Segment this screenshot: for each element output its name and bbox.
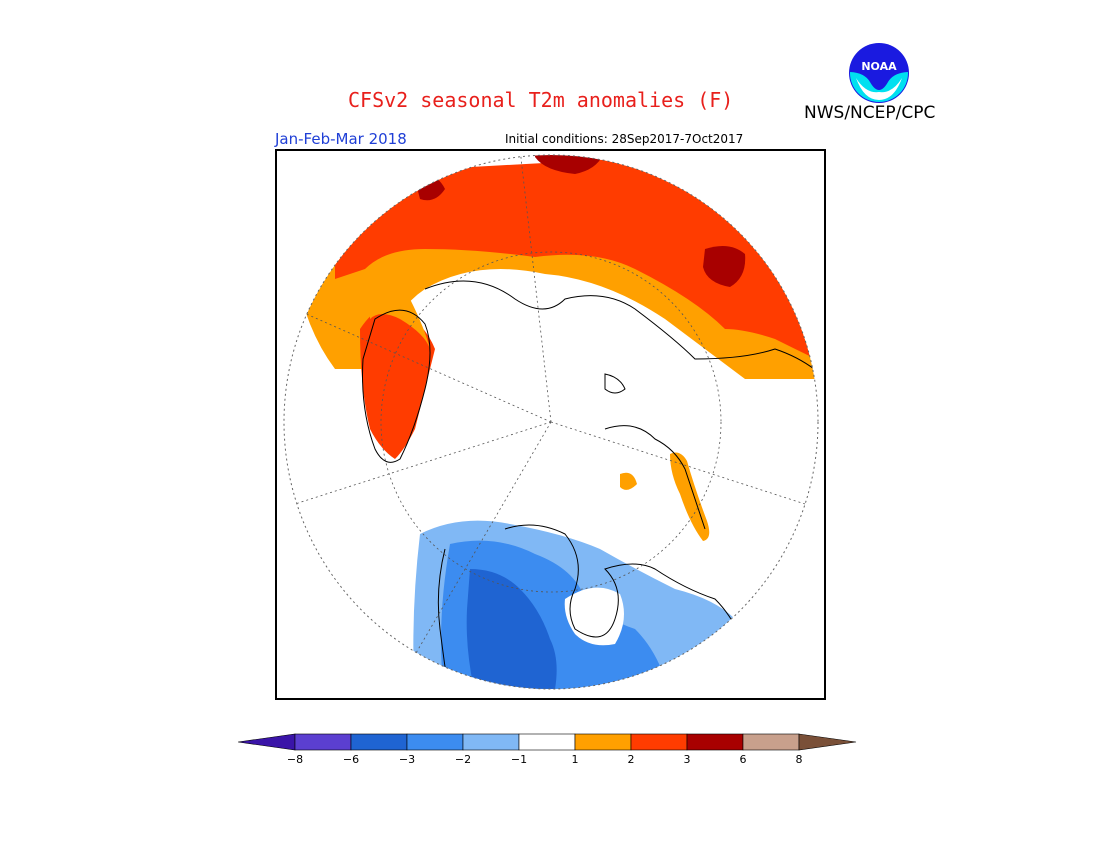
initial-conditions: Initial conditions: 28Sep2017-7Oct2017 (505, 132, 744, 146)
legend-segment (350, 733, 408, 751)
legend-segment (518, 733, 576, 751)
noaa-logo: NOAA (849, 43, 909, 103)
legend-tick-label: 1 (571, 753, 579, 766)
greenland-red-anomaly (360, 306, 435, 459)
legend-segment (574, 733, 632, 751)
legend-tick-label: 8 (795, 753, 803, 766)
legend-tick-label: 3 (683, 753, 691, 766)
greenland-orange-anomaly (370, 294, 430, 349)
siberia-dark-red-anomaly (703, 245, 746, 287)
map-title: CFSv2 seasonal T2m anomalies (F) (348, 88, 734, 112)
legend-tick-label: −3 (398, 753, 416, 766)
legend-arrow-high (798, 733, 857, 751)
color-legend (238, 733, 857, 751)
legend-segment (294, 733, 352, 751)
legend-segment (462, 733, 520, 751)
forecast-period: Jan-Feb-Mar 2018 (275, 130, 407, 148)
legend-tick-label: −8 (286, 753, 304, 766)
legend-segment (630, 733, 688, 751)
legend-tick-label: 2 (627, 753, 635, 766)
legend-segment (406, 733, 464, 751)
noaa-logo-text: NOAA (861, 60, 897, 73)
legend-arrow-low (238, 733, 296, 751)
alaska-orange-anomaly (670, 452, 710, 541)
polar-map (275, 149, 826, 700)
legend-segment (686, 733, 744, 751)
legend-tick-label: −1 (510, 753, 528, 766)
legend-segment (742, 733, 800, 751)
agency-label: NWS/NCEP/CPC (804, 103, 936, 123)
north-america-dark-blue-anomaly (466, 569, 557, 689)
eurasia-red-anomaly (335, 155, 818, 364)
legend-tick-label: 6 (739, 753, 747, 766)
legend-tick-label: −2 (454, 753, 472, 766)
legend-tick-label: −6 (342, 753, 360, 766)
alaska-small-orange-anomaly (620, 472, 637, 490)
